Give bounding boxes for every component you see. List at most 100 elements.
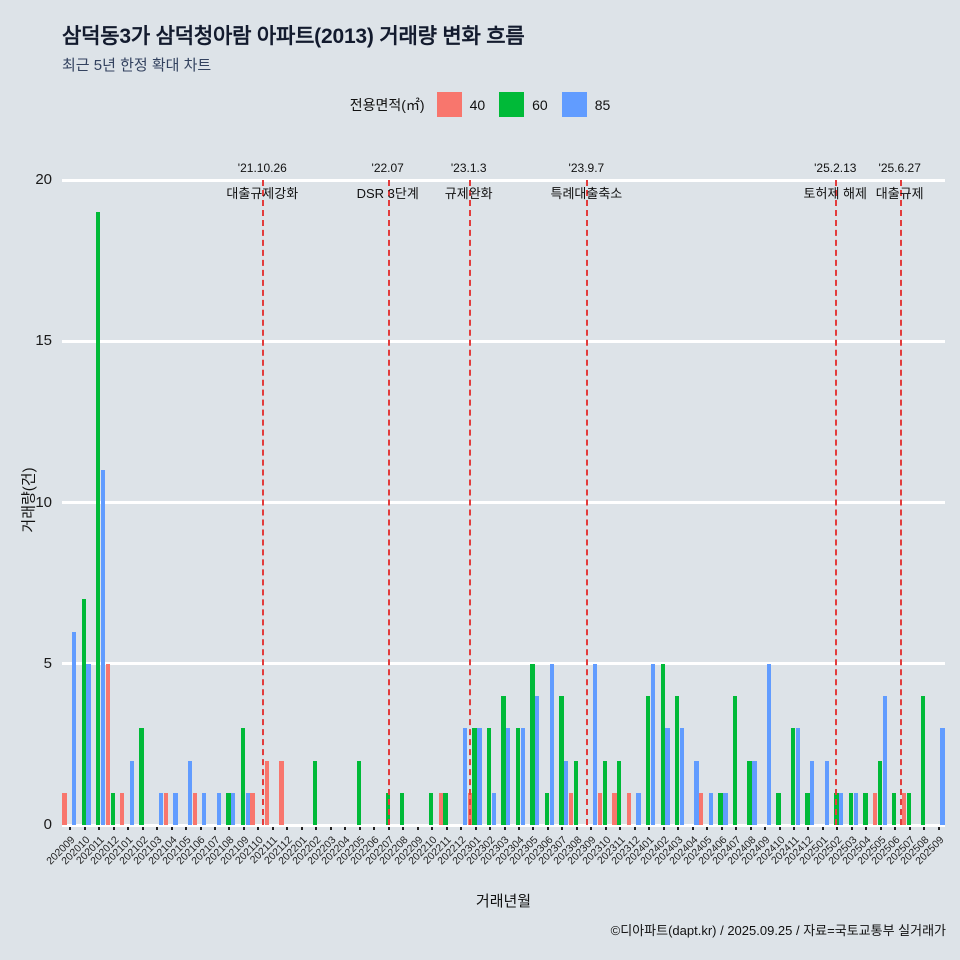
- x-tick-mark: [373, 825, 376, 830]
- bar-85-202101: [129, 760, 135, 825]
- bar-85-202301: [477, 728, 482, 825]
- bar-60-202505: [877, 760, 882, 825]
- x-tick-mark: [156, 825, 159, 830]
- x-tick-mark: [489, 825, 492, 830]
- x-tick-mark: [329, 825, 332, 830]
- bar-85-202009: [71, 631, 77, 825]
- event-date-202207: '22.07: [371, 161, 404, 175]
- bar-60-202012: [110, 792, 115, 825]
- bar-60-202506: [892, 792, 897, 825]
- bar-85-202307: [564, 760, 569, 825]
- x-tick-mark: [358, 825, 361, 830]
- x-tick-mark: [662, 825, 665, 830]
- bar-85-202406: [723, 792, 728, 825]
- event-label-202502: 토허제 해제: [803, 186, 867, 201]
- legend-item-label: 40: [469, 96, 486, 113]
- event-label-202506: 대출규제: [875, 186, 924, 201]
- bar-60-202311: [617, 760, 622, 825]
- bar-60-202102: [139, 728, 144, 825]
- bar-85-202010: [86, 663, 91, 825]
- event-date-202506: '25.6.27: [878, 161, 921, 175]
- bar-85-202502: [839, 792, 844, 825]
- x-tick-mark: [185, 825, 188, 830]
- x-tick-mark: [749, 825, 752, 830]
- bar-85-202405: [708, 792, 714, 825]
- bar-40-202310: [597, 792, 603, 825]
- y-axis-label: 거래량(건): [20, 467, 38, 533]
- y-tick-label-5: 5: [43, 654, 52, 672]
- y-tick-label-20: 20: [35, 171, 52, 188]
- bar-85-202403: [679, 728, 685, 825]
- bar-60-202408: [747, 760, 752, 825]
- x-tick-mark: [344, 825, 347, 830]
- bar-85-202409: [766, 663, 772, 825]
- bar-85-202306: [549, 663, 554, 825]
- y-tick-label-0: 0: [43, 816, 52, 833]
- x-tick-mark: [706, 825, 709, 830]
- bar-60-202407: [732, 696, 738, 825]
- bar-60-202406: [718, 792, 723, 825]
- bar-60-202208: [400, 792, 405, 825]
- bar-60-202010: [81, 599, 86, 825]
- x-tick-mark: [807, 825, 810, 830]
- event-date-202301: '23.1.3: [450, 161, 487, 175]
- bar-40-202311: [612, 792, 617, 825]
- event-label-202309: 특례대출축소: [550, 186, 623, 201]
- bar-85-202501: [824, 760, 829, 825]
- plot-area: [62, 178, 945, 827]
- x-tick-mark: [445, 825, 448, 830]
- event-label-202301: 규제완화: [444, 186, 493, 201]
- gridline-15: [62, 339, 945, 343]
- bar-40-202505: [872, 792, 878, 825]
- event-line-202502: [835, 180, 838, 825]
- x-tick-mark: [228, 825, 231, 830]
- x-tick-mark: [170, 825, 173, 830]
- bar-85-202412: [810, 760, 815, 825]
- event-line-202309: [586, 180, 589, 825]
- x-tick-mark: [431, 825, 434, 830]
- bar-60-202412: [805, 792, 810, 825]
- x-tick-mark: [242, 825, 245, 830]
- legend: 전용면적(㎡) 40 60 85: [0, 92, 960, 117]
- bar-85-202011: [100, 470, 106, 825]
- bar-85-202404: [694, 760, 699, 825]
- bar-60-202210: [428, 792, 434, 825]
- bar-85-202303: [506, 728, 511, 825]
- bar-85-202105: [187, 760, 192, 825]
- x-tick-mark: [257, 825, 260, 830]
- x-tick-mark: [213, 825, 216, 830]
- bar-40-202405: [699, 792, 704, 825]
- x-tick-mark: [764, 825, 767, 830]
- event-date-202110: '21.10.26: [237, 161, 287, 175]
- x-tick-mark: [199, 825, 202, 830]
- x-tick-mark: [894, 825, 897, 830]
- bar-60-202504: [863, 792, 868, 825]
- x-tick-mark: [735, 825, 738, 830]
- x-tick-mark: [720, 825, 723, 830]
- bar-60-202202: [313, 760, 318, 825]
- bar-85-202509: [940, 728, 945, 825]
- bar-40-202009: [62, 792, 67, 825]
- gridline-20: [62, 178, 945, 182]
- x-tick-mark: [546, 825, 549, 830]
- bar-60-202305: [530, 663, 535, 825]
- y-tick-label-15: 15: [35, 332, 52, 350]
- x-tick-mark: [83, 825, 86, 830]
- x-tick-mark: [604, 825, 607, 830]
- event-line-202301: [468, 180, 471, 825]
- event-line-202506: [899, 180, 902, 825]
- x-tick-mark: [879, 825, 882, 830]
- bar-40-202106: [192, 792, 197, 825]
- x-tick-mark: [850, 825, 853, 830]
- bar-60-202011: [96, 212, 101, 825]
- x-tick-mark: [517, 825, 520, 830]
- bar-60-202108: [226, 792, 231, 825]
- x-tick-mark: [271, 825, 274, 830]
- bar-85-202212: [462, 728, 468, 825]
- bar-60-202308: [573, 760, 579, 825]
- event-date-202502: '25.2.13: [814, 161, 857, 175]
- x-tick-mark: [836, 825, 839, 830]
- x-tick-mark: [532, 825, 535, 830]
- bar-85-202305: [535, 696, 540, 825]
